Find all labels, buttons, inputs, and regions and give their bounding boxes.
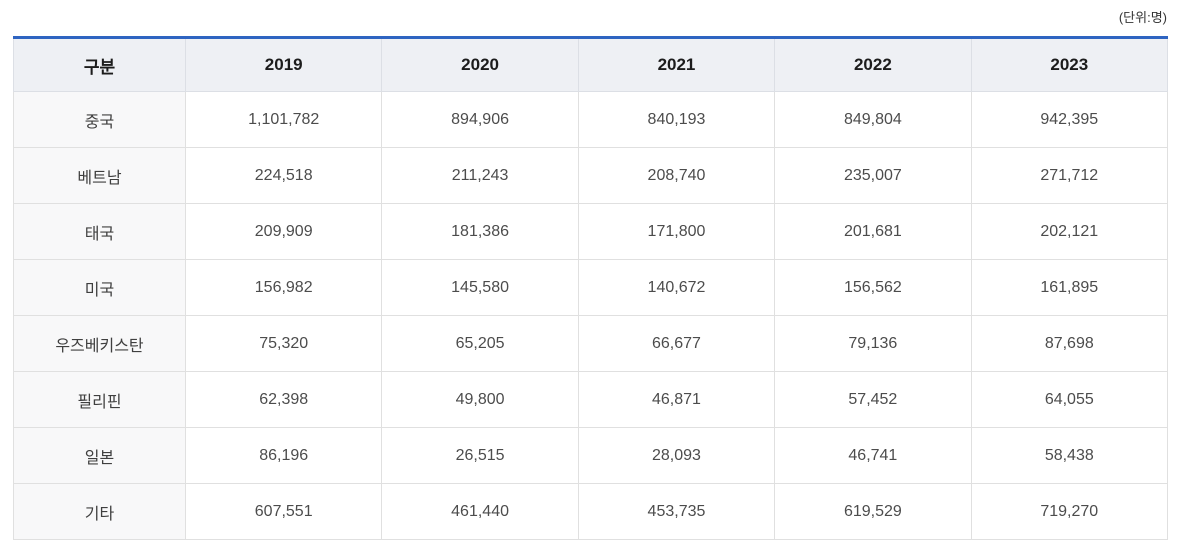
cell-value: 28,093 bbox=[577, 427, 776, 484]
cell-value: 224,518 bbox=[184, 147, 383, 204]
row-label: 우즈베키스탄 bbox=[13, 315, 186, 372]
cell-value: 79,136 bbox=[774, 315, 972, 372]
cell-value: 211,243 bbox=[381, 147, 579, 204]
table-row: 중국 1,101,782 894,906 840,193 849,804 942,395 bbox=[13, 91, 1169, 148]
cell-value: 156,982 bbox=[184, 259, 383, 316]
cell-value: 453,735 bbox=[577, 483, 776, 540]
cell-value: 64,055 bbox=[970, 371, 1169, 428]
column-header-year: 2020 bbox=[381, 37, 579, 92]
cell-value: 201,681 bbox=[774, 203, 972, 260]
row-label: 필리핀 bbox=[13, 371, 186, 428]
cell-value: 209,909 bbox=[184, 203, 383, 260]
cell-value: 181,386 bbox=[381, 203, 579, 260]
table-row: 우즈베키스탄 75,320 65,205 66,677 79,136 87,698 bbox=[13, 315, 1169, 372]
cell-value: 619,529 bbox=[774, 483, 972, 540]
column-header-category: 구분 bbox=[13, 37, 186, 92]
header-row: 구분 2019 2020 2021 2022 2023 bbox=[13, 37, 1169, 92]
cell-value: 156,562 bbox=[774, 259, 972, 316]
cell-value: 62,398 bbox=[184, 371, 383, 428]
cell-value: 49,800 bbox=[381, 371, 579, 428]
table-row: 기타 607,551 461,440 453,735 619,529 719,270 bbox=[13, 483, 1169, 540]
cell-value: 66,677 bbox=[577, 315, 776, 372]
cell-value: 75,320 bbox=[184, 315, 383, 372]
cell-value: 849,804 bbox=[774, 91, 972, 148]
cell-value: 46,871 bbox=[577, 371, 776, 428]
row-label: 일본 bbox=[13, 427, 186, 484]
statistics-table: 구분 2019 2020 2021 2022 2023 중국 1,101,782 894,90… bbox=[13, 36, 1169, 540]
cell-value: 1,101,782 bbox=[184, 91, 383, 148]
cell-value: 171,800 bbox=[577, 203, 776, 260]
cell-value: 894,906 bbox=[381, 91, 579, 148]
table-row: 태국 209,909 181,386 171,800 201,681 202,121 bbox=[13, 203, 1169, 260]
cell-value: 208,740 bbox=[577, 147, 776, 204]
cell-value: 145,580 bbox=[381, 259, 579, 316]
row-label: 중국 bbox=[13, 91, 186, 148]
cell-value: 942,395 bbox=[970, 91, 1169, 148]
column-header-year: 2022 bbox=[774, 37, 972, 92]
cell-value: 87,698 bbox=[970, 315, 1169, 372]
column-header-year: 2023 bbox=[970, 37, 1169, 92]
cell-value: 840,193 bbox=[577, 91, 776, 148]
cell-value: 202,121 bbox=[970, 203, 1169, 260]
unit-label: (단위:명) bbox=[1118, 10, 1167, 25]
cell-value: 46,741 bbox=[774, 427, 972, 484]
cell-value: 57,452 bbox=[774, 371, 972, 428]
cell-value: 235,007 bbox=[774, 147, 972, 204]
cell-value: 161,895 bbox=[970, 259, 1169, 316]
row-label: 태국 bbox=[13, 203, 186, 260]
cell-value: 719,270 bbox=[970, 483, 1169, 540]
column-header-year: 2019 bbox=[184, 37, 383, 92]
cell-value: 140,672 bbox=[577, 259, 776, 316]
cell-value: 65,205 bbox=[381, 315, 579, 372]
cell-value: 86,196 bbox=[184, 427, 383, 484]
table-body: 중국 1,101,782 894,906 840,193 849,804 942,395 베… bbox=[13, 91, 1169, 540]
row-label: 미국 bbox=[13, 259, 186, 316]
cell-value: 26,515 bbox=[381, 427, 579, 484]
table-row: 필리핀 62,398 49,800 46,871 57,452 64,055 bbox=[13, 371, 1169, 428]
cell-value: 58,438 bbox=[970, 427, 1169, 484]
table-row: 베트남 224,518 211,243 208,740 235,007 271,712 bbox=[13, 147, 1169, 204]
column-header-year: 2021 bbox=[577, 37, 776, 92]
cell-value: 271,712 bbox=[970, 147, 1169, 204]
table-row: 미국 156,982 145,580 140,672 156,562 161,895 bbox=[13, 259, 1169, 316]
cell-value: 607,551 bbox=[184, 483, 383, 540]
row-label: 베트남 bbox=[13, 147, 186, 204]
table-head: 구분 2019 2020 2021 2022 2023 bbox=[13, 37, 1169, 92]
row-label: 기타 bbox=[13, 483, 186, 540]
cell-value: 461,440 bbox=[381, 483, 579, 540]
table-row: 일본 86,196 26,515 28,093 46,741 58,438 bbox=[13, 427, 1169, 484]
